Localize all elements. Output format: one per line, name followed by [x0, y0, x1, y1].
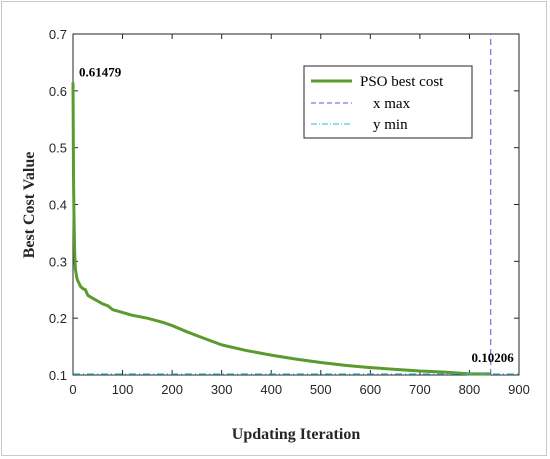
x-axis-label: Updating Iteration — [232, 426, 361, 443]
series-layer — [71, 34, 519, 376]
x-tick-label: 400 — [260, 382, 282, 397]
legend-label-pso: PSO best cost — [360, 74, 444, 90]
y-tick-label: 0.4 — [49, 198, 67, 213]
min-value-annotation: 0.10206 — [472, 350, 515, 365]
x-tick-label: 100 — [112, 382, 134, 397]
x-tick-label: 800 — [459, 382, 481, 397]
pso-best-cost-line — [71, 82, 491, 376]
max-value-annotation: 0.61479 — [79, 64, 122, 79]
y-tick-label: 0.2 — [49, 311, 67, 326]
y-axis-label: Best Cost Value — [21, 152, 38, 259]
y-axis-ticks: 0.1 0.2 0.3 0.4 0.5 0.6 0.7 — [49, 27, 519, 383]
annotation-layer: 0.61479 0.10206 — [79, 64, 514, 364]
y-tick-label: 0.3 — [49, 254, 67, 269]
x-tick-label: 900 — [508, 382, 530, 397]
x-axis-ticks: 0 100 200 300 400 500 600 700 800 900 — [69, 34, 530, 397]
y-tick-label: 0.7 — [49, 27, 67, 42]
x-tick-label: 300 — [211, 382, 233, 397]
x-tick-label: 0 — [69, 382, 76, 397]
y-tick-label: 0.5 — [49, 141, 67, 156]
legend-label-xmax: x max — [373, 96, 411, 112]
legend: PSO best cost x max y min — [303, 65, 473, 139]
x-tick-label: 200 — [161, 382, 183, 397]
legend-label-ymin: y min — [373, 117, 408, 133]
x-tick-label: 700 — [409, 382, 431, 397]
x-tick-label: 500 — [310, 382, 332, 397]
y-tick-label: 0.1 — [49, 368, 67, 383]
y-tick-label: 0.6 — [49, 84, 67, 99]
legend-box — [303, 65, 473, 139]
x-tick-label: 600 — [359, 382, 381, 397]
